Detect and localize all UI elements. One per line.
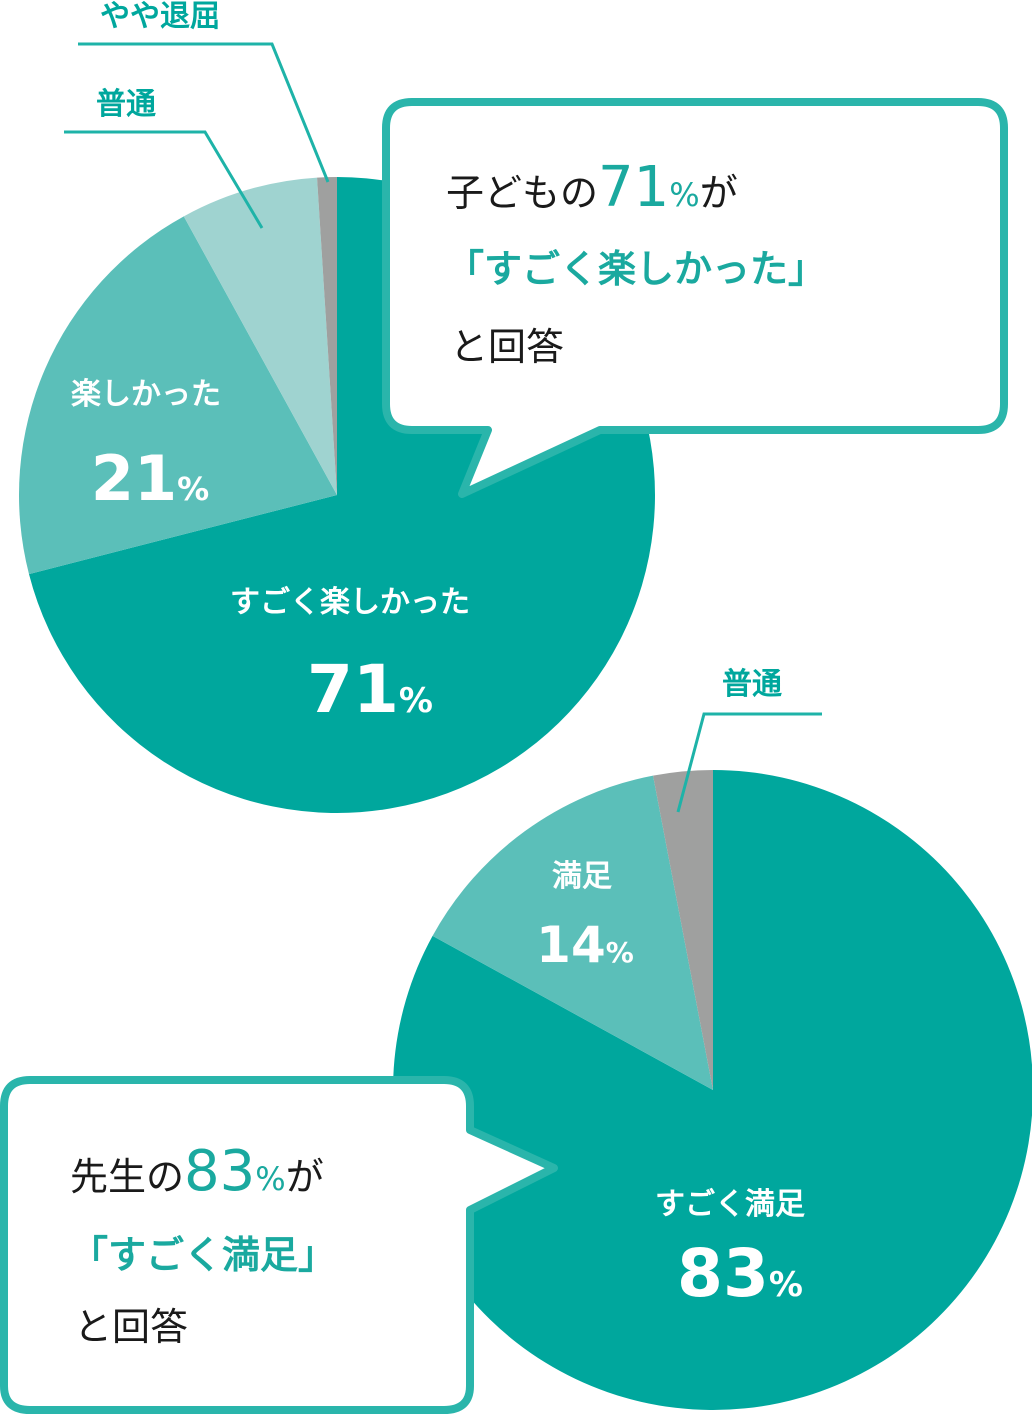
- teachers-slice-0: [393, 770, 1032, 1410]
- teachers-callout-line1: 先生の83%が: [70, 1139, 324, 1204]
- label-very-satisfied: すごく満足: [655, 1187, 805, 1222]
- teachers-callout-bubble: [0, 1076, 558, 1414]
- value-very-fun: 71%: [307, 651, 433, 728]
- label-satisfied: 満足: [552, 859, 612, 894]
- teachers-slice-1: [432, 775, 713, 1090]
- children-callout: 子どもの71%が 「すごく楽しかった」 と回答: [382, 98, 1008, 498]
- value-very-satisfied: 83%: [677, 1235, 803, 1312]
- label-normal-children: 普通: [96, 87, 156, 122]
- children-slice-1: [19, 216, 338, 575]
- children-callout-line3: と回答: [450, 325, 564, 369]
- children-callout-bubble: [382, 98, 1008, 498]
- label-fun: 楽しかった: [71, 377, 221, 412]
- teachers-callout-line2: 「すごく満足」: [70, 1233, 336, 1277]
- children-slice-2: [183, 177, 337, 495]
- children-callout-line2: 「すごく楽しかった」: [446, 247, 826, 291]
- label-boring: やや退屈: [100, 0, 220, 34]
- label-normal-teachers: 普通: [722, 667, 782, 702]
- value-satisfied: 14%: [536, 916, 634, 974]
- teachers-pie-chart: [393, 770, 1032, 1410]
- label-very-fun: すごく楽しかった: [230, 585, 470, 620]
- leader-line-normal-teachers: [676, 712, 822, 813]
- children-callout-line1: 子どもの71%が: [446, 155, 738, 220]
- teachers-callout: 先生の83%が 「すごく満足」 と回答: [0, 1076, 558, 1414]
- children-slice-3: [317, 177, 337, 495]
- leader-line-boring: [78, 42, 330, 183]
- leader-line-normal-children: [64, 130, 264, 229]
- teachers-slice-2: [653, 770, 713, 1090]
- value-fun: 21%: [91, 442, 209, 515]
- teachers-callout-line3: と回答: [74, 1305, 188, 1349]
